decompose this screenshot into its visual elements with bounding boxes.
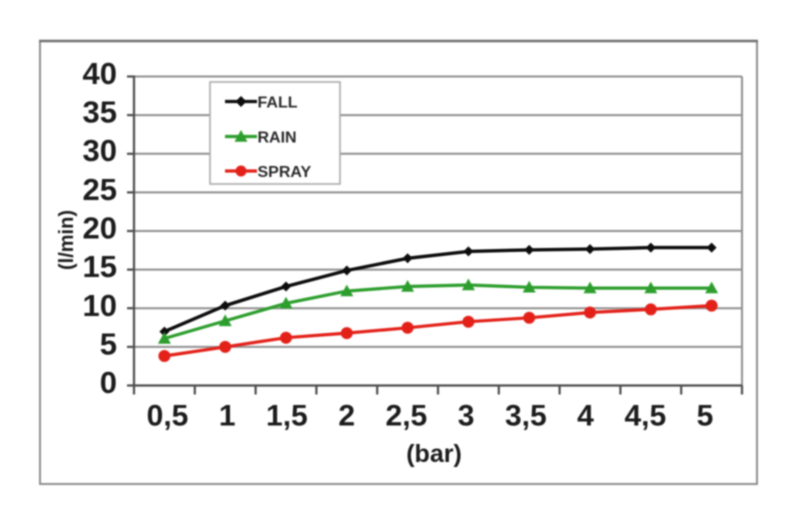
- svg-text:SPRAY: SPRAY: [258, 164, 312, 181]
- svg-text:4: 4: [577, 400, 594, 433]
- svg-text:1,5: 1,5: [266, 400, 308, 433]
- svg-text:0: 0: [100, 365, 117, 400]
- svg-text:3: 3: [458, 400, 475, 433]
- svg-text:3,5: 3,5: [505, 400, 547, 433]
- svg-text:5: 5: [100, 326, 117, 361]
- svg-text:FALL: FALL: [258, 95, 298, 112]
- svg-text:RAIN: RAIN: [258, 130, 297, 147]
- svg-text:25: 25: [83, 172, 117, 207]
- svg-text:5: 5: [697, 400, 714, 433]
- svg-text:4,5: 4,5: [624, 400, 666, 433]
- svg-text:(bar): (bar): [406, 440, 462, 468]
- svg-text:35: 35: [83, 95, 117, 130]
- svg-text:30: 30: [83, 133, 117, 168]
- svg-text:1: 1: [219, 400, 236, 433]
- svg-text:2,5: 2,5: [386, 400, 428, 433]
- svg-text:0,5: 0,5: [147, 400, 189, 433]
- svg-text:20: 20: [83, 211, 117, 246]
- svg-text:15: 15: [83, 249, 117, 284]
- svg-text:10: 10: [83, 288, 117, 323]
- svg-text:2: 2: [338, 400, 355, 433]
- svg-text:40: 40: [83, 56, 117, 91]
- svg-text:(l/min): (l/min): [56, 210, 78, 270]
